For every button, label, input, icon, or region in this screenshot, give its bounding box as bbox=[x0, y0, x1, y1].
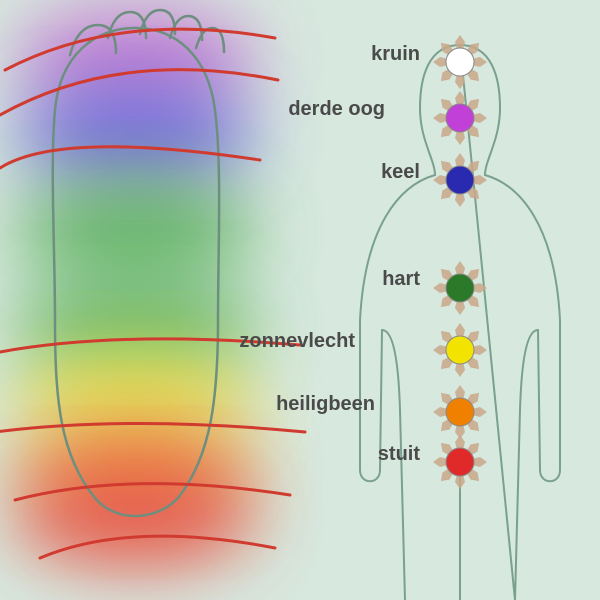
chakra-label-derde_oog: derde oog bbox=[0, 98, 385, 121]
chakra-derde_oog-icon bbox=[433, 91, 487, 145]
chakra-hart-icon bbox=[433, 261, 487, 315]
chakra-keel-icon bbox=[433, 153, 487, 207]
chakra-stuit-icon bbox=[433, 435, 487, 489]
chakra-label-stuit: stuit bbox=[0, 443, 420, 466]
chakra-zonnevlecht-icon bbox=[433, 323, 487, 377]
chakra-layer bbox=[0, 0, 600, 600]
chakra-label-heiligbeen: heiligbeen bbox=[0, 393, 375, 416]
chakra-heiligbeen-icon bbox=[433, 385, 487, 439]
chakra-label-hart: hart bbox=[0, 268, 420, 291]
chakra-label-keel: keel bbox=[0, 161, 420, 184]
chakra-label-kruin: kruin bbox=[0, 43, 420, 66]
chakra-kruin-icon bbox=[433, 35, 487, 89]
diagram-stage: kruin derde oog keel hart zonnevlecht heiligb… bbox=[0, 0, 600, 600]
chakra-label-zonnevlecht: zonnevlecht bbox=[0, 330, 355, 353]
